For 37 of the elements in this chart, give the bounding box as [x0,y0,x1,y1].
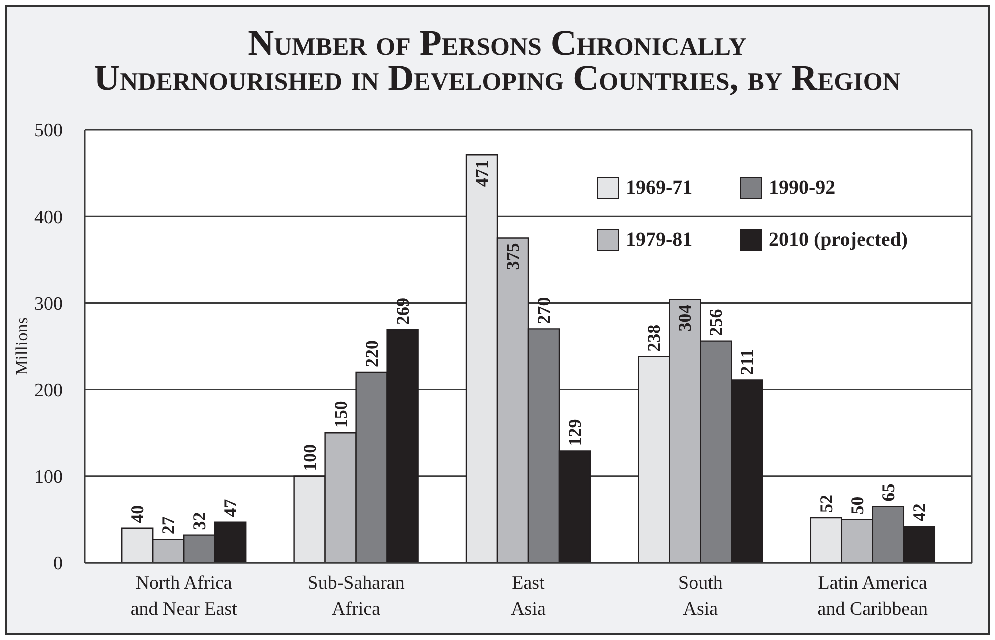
data-label: 150 [330,401,351,428]
data-label: 211 [737,349,758,376]
data-label: 304 [675,304,696,332]
data-label: 47 [220,499,241,518]
data-label: 238 [644,324,664,352]
data-label: 42 [909,504,930,522]
y-tick-label: 500 [34,120,63,142]
y-tick-label: 400 [34,207,63,228]
data-label: 220 [362,340,382,368]
data-label: 375 [503,243,524,270]
x-tick-label: North Africa and Near East [130,573,238,620]
data-label: 471 [472,160,492,188]
x-tick-label: Latin America and Caribbean [818,573,929,620]
y-tick-label: 300 [34,294,63,315]
y-tick-label: 200 [34,380,63,402]
x-tick-label: East Asia [511,573,546,620]
legend-label: 1979-81 [626,228,693,252]
data-label: 32 [190,512,210,530]
data-label: 50 [847,496,868,515]
chart-title: Number of Persons Chronically Undernourished in Developing Countries, by Region [93,23,902,98]
y-tick-label: 100 [34,467,63,488]
data-label: 27 [158,516,179,535]
legend-label: 1969-71 [626,176,693,200]
y-tick-label: 0 [54,554,63,575]
legend-label: 2010 (projected) [769,228,908,252]
x-tick-label: Sub-Saharan Africa [308,573,406,620]
y-axis-title: Millions [12,318,32,376]
data-label: 269 [392,298,413,326]
data-label: 100 [300,444,320,472]
data-label: 40 [128,505,148,524]
data-label: 65 [878,484,898,502]
data-label: 256 [706,309,726,336]
x-tick-label: South Asia [678,573,724,620]
legend-label: 1990-92 [769,176,836,200]
data-label: 270 [534,297,554,324]
data-label: 129 [565,419,586,446]
data-label: 52 [816,494,836,513]
